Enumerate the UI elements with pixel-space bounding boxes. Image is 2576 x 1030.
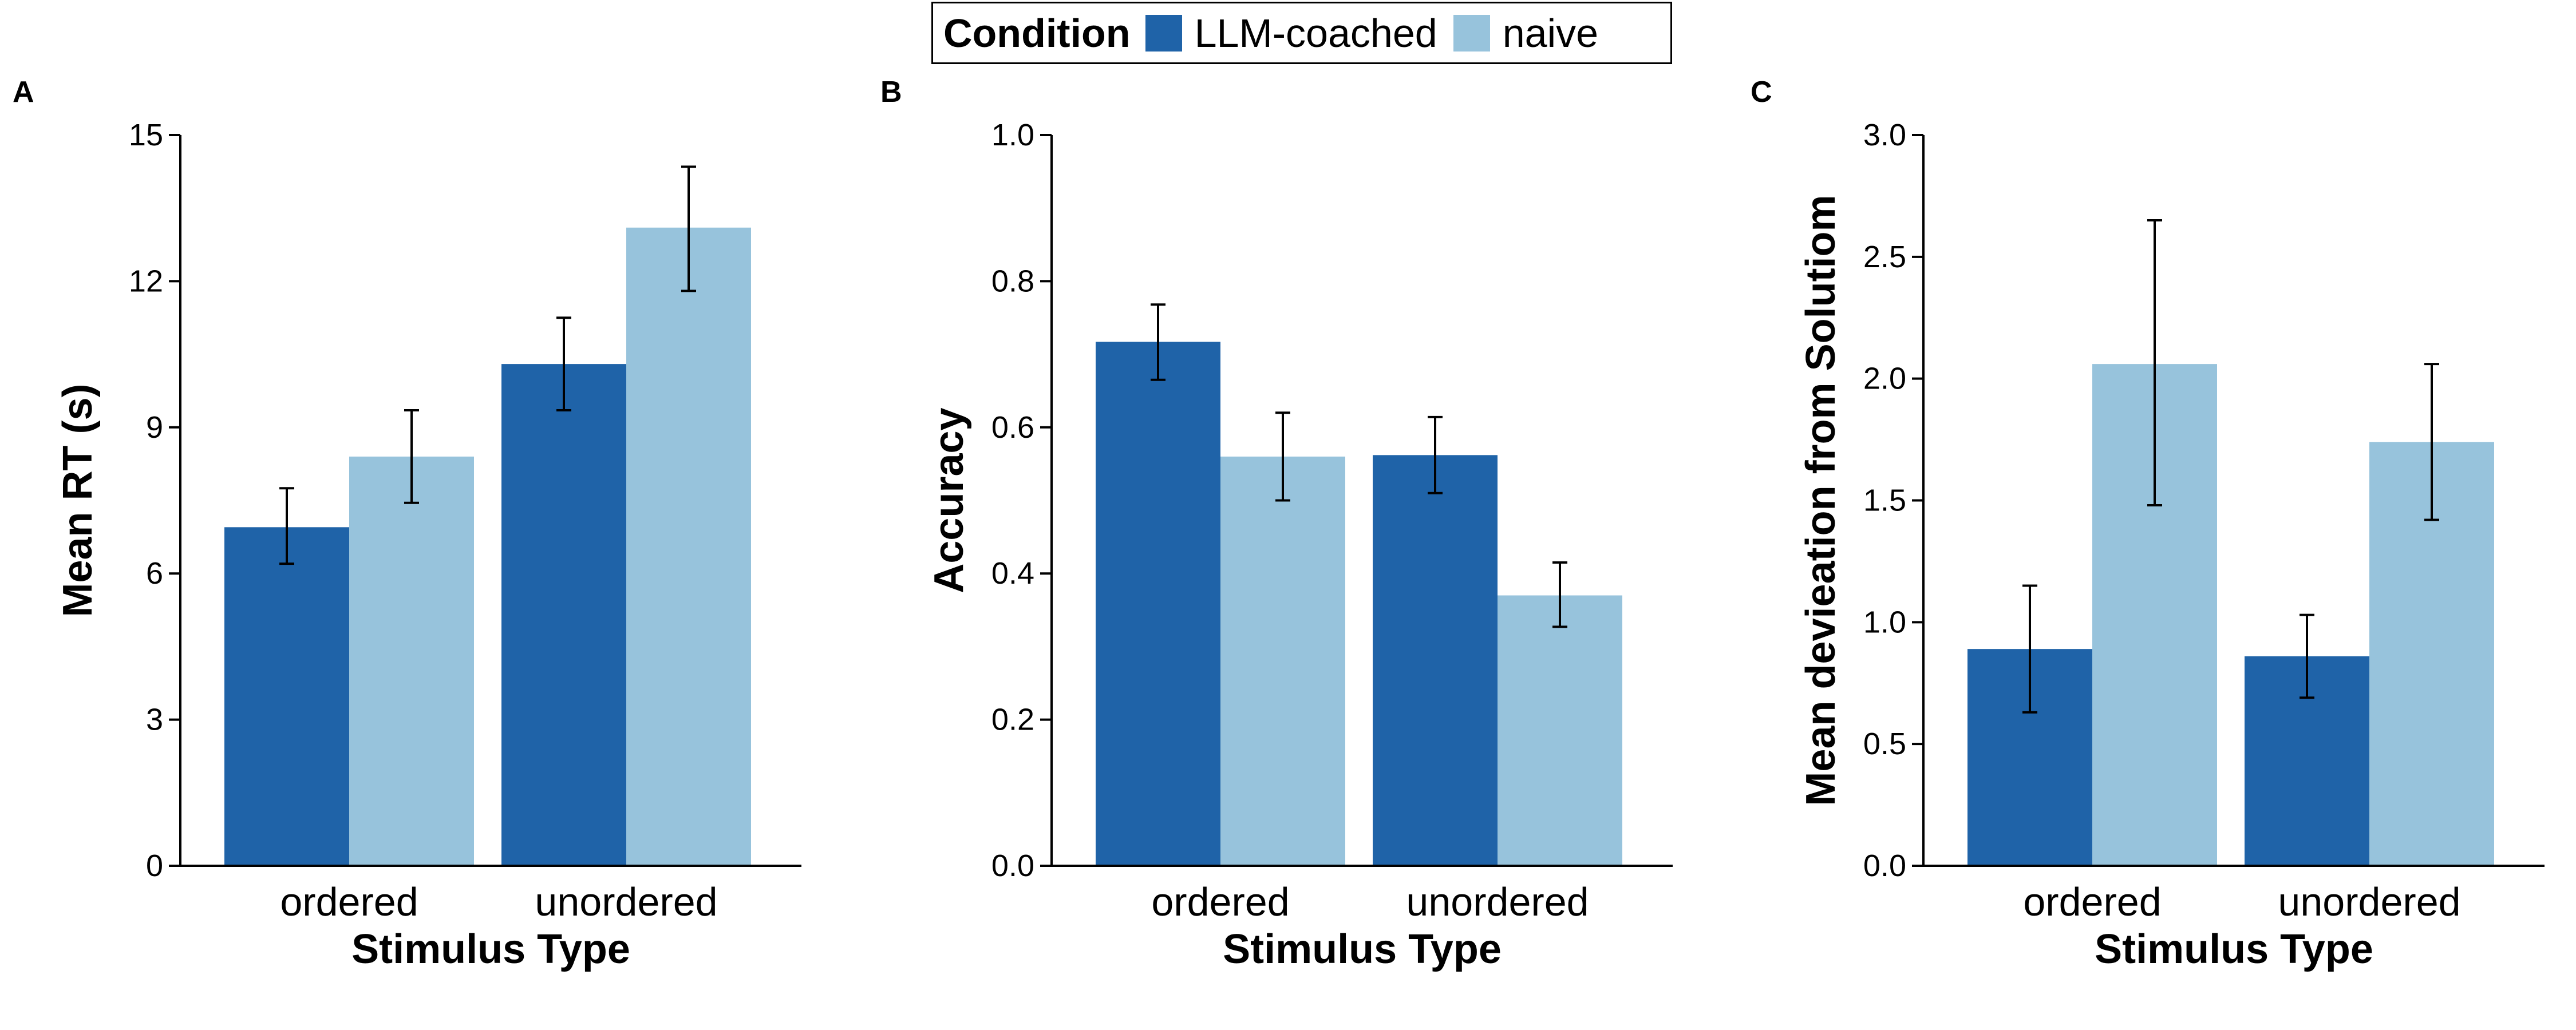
y-tick-label: 0.8 xyxy=(991,264,1034,298)
error-bar-naive-ordered xyxy=(2147,219,2162,507)
x-axis-title: Stimulus Type xyxy=(2095,926,2373,972)
y-tick-label: 2.5 xyxy=(1863,240,1906,274)
y-tick-label: 0.5 xyxy=(1863,727,1906,761)
error-bar-naive-unordered xyxy=(1552,561,1567,628)
bar-naive-ordered xyxy=(349,456,474,866)
legend-item-llm-coached: LLM-coached xyxy=(1145,10,1437,56)
legend-item-naive: naive xyxy=(1453,10,1598,56)
bar-llm-coached-unordered xyxy=(501,364,626,866)
y-tick-label: 0.0 xyxy=(991,849,1034,883)
bar-naive-ordered xyxy=(1220,456,1345,866)
bar-llm-coached-unordered xyxy=(1373,455,1498,866)
error-bar-naive-unordered xyxy=(681,165,696,292)
legend-title: Condition xyxy=(943,10,1131,56)
error-bar-naive-ordered xyxy=(404,409,419,504)
legend-label-naive: naive xyxy=(1502,10,1599,56)
x-tick-label: unordered xyxy=(535,880,717,924)
error-bar-naive-unordered xyxy=(2424,363,2439,521)
legend-label-llm-coached: LLM-coached xyxy=(1194,10,1437,56)
error-bar-llm-coached-unordered xyxy=(2300,613,2314,699)
error-bar-llm-coached-unordered xyxy=(556,316,571,412)
error-bar-naive-ordered xyxy=(1275,411,1290,502)
x-tick-label: unordered xyxy=(2278,880,2460,924)
y-tick-label: 0.6 xyxy=(991,410,1034,445)
x-axis-title: Stimulus Type xyxy=(1223,926,1502,972)
panel-letter: C xyxy=(1751,76,1772,109)
bar-llm-coached-ordered xyxy=(224,527,349,866)
panel-letter: B xyxy=(880,76,902,109)
error-bar-llm-coached-ordered xyxy=(279,487,294,565)
y-axis-title: Accuracy xyxy=(926,407,972,593)
error-bar-llm-coached-unordered xyxy=(1428,415,1443,494)
x-tick-label: ordered xyxy=(2023,880,2161,924)
error-bar-llm-coached-ordered xyxy=(1151,303,1165,381)
y-tick-label: 9 xyxy=(146,410,163,445)
y-tick-label: 0.4 xyxy=(991,556,1034,591)
x-tick-label: ordered xyxy=(280,880,418,924)
legend-swatch-naive xyxy=(1453,14,1490,52)
error-bar-llm-coached-ordered xyxy=(2022,584,2037,714)
bar-naive-unordered xyxy=(1498,595,1622,866)
legend-swatch-llm-coached xyxy=(1145,14,1182,52)
y-tick-label: 3.0 xyxy=(1863,118,1906,152)
y-tick-label: 2.0 xyxy=(1863,362,1906,396)
y-tick-label: 15 xyxy=(129,118,163,152)
legend: Condition LLM-coached naive xyxy=(931,2,1672,64)
y-axis-title: Mean devieation from Solutiom xyxy=(1798,195,1844,806)
y-tick-label: 3 xyxy=(146,703,163,737)
y-tick-label: 1.5 xyxy=(1863,484,1906,518)
y-tick-label: 1.0 xyxy=(1863,605,1906,639)
bar-naive-unordered xyxy=(626,227,751,866)
y-tick-label: 6 xyxy=(146,556,163,591)
x-tick-label: ordered xyxy=(1151,880,1289,924)
bar-llm-coached-ordered xyxy=(1096,342,1220,866)
x-axis-title: Stimulus Type xyxy=(351,926,630,972)
y-tick-label: 0 xyxy=(146,849,163,883)
y-tick-label: 0.2 xyxy=(991,703,1034,737)
y-tick-label: 12 xyxy=(129,264,163,298)
y-tick-label: 1.0 xyxy=(991,118,1034,152)
y-tick-label: 0.0 xyxy=(1863,849,1906,883)
x-tick-label: unordered xyxy=(1406,880,1589,924)
panel-letter: A xyxy=(13,76,34,109)
y-axis-title: Mean RT (s) xyxy=(55,383,101,617)
